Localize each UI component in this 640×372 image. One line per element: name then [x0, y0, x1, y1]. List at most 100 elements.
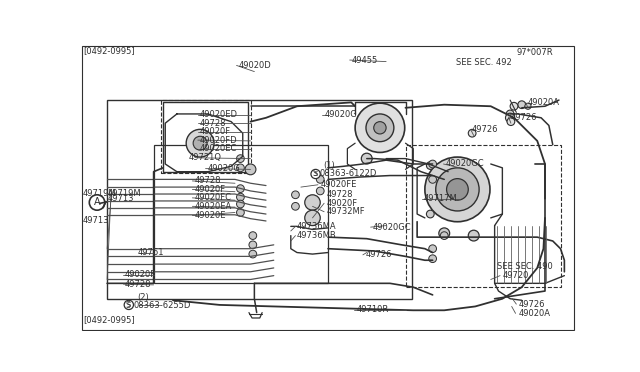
Bar — [154, 145, 328, 283]
Circle shape — [507, 118, 515, 125]
Text: 49020G: 49020G — [208, 164, 241, 173]
Text: 49713: 49713 — [83, 216, 109, 225]
Text: S: S — [312, 170, 317, 179]
Circle shape — [305, 210, 320, 225]
Circle shape — [193, 136, 207, 150]
Text: 49726: 49726 — [472, 125, 498, 134]
Circle shape — [292, 202, 300, 210]
Text: 49719M: 49719M — [83, 189, 116, 198]
Circle shape — [510, 102, 518, 110]
Circle shape — [439, 228, 450, 239]
Circle shape — [426, 162, 434, 169]
Text: S: S — [314, 171, 318, 177]
Circle shape — [518, 101, 525, 109]
Circle shape — [506, 113, 515, 122]
Text: 49761: 49761 — [138, 248, 164, 257]
Circle shape — [237, 185, 244, 192]
Circle shape — [362, 153, 372, 164]
Circle shape — [311, 169, 320, 179]
Circle shape — [237, 200, 244, 208]
Text: [0492-0995]: [0492-0995] — [83, 315, 135, 324]
Text: 49020FC: 49020FC — [195, 193, 232, 202]
Circle shape — [429, 176, 436, 183]
Circle shape — [425, 157, 490, 222]
Circle shape — [124, 300, 134, 310]
Circle shape — [366, 114, 394, 142]
Text: S: S — [125, 301, 131, 310]
Text: 08363-6255D: 08363-6255D — [134, 301, 191, 310]
Text: 49720: 49720 — [502, 271, 529, 280]
Circle shape — [506, 110, 514, 118]
Circle shape — [249, 250, 257, 258]
Circle shape — [429, 255, 436, 263]
Text: 49726: 49726 — [511, 112, 538, 122]
Bar — [406, 145, 561, 287]
Text: 49020F: 49020F — [326, 199, 358, 208]
Circle shape — [245, 164, 256, 175]
Text: 49710R: 49710R — [356, 305, 389, 314]
Circle shape — [440, 232, 448, 240]
Circle shape — [468, 129, 476, 137]
Circle shape — [237, 164, 244, 172]
Text: 49020GC: 49020GC — [446, 160, 484, 169]
Text: [0492-0995]: [0492-0995] — [83, 46, 135, 55]
Circle shape — [447, 179, 468, 200]
Text: (2): (2) — [138, 293, 149, 302]
Circle shape — [468, 230, 479, 241]
Text: 49020D: 49020D — [239, 61, 271, 70]
Text: 49728: 49728 — [125, 280, 152, 289]
Text: 49728: 49728 — [195, 176, 221, 185]
Text: 49726: 49726 — [365, 250, 392, 259]
Text: 49020FE: 49020FE — [320, 180, 356, 189]
Circle shape — [249, 241, 257, 249]
Circle shape — [237, 193, 244, 201]
Circle shape — [426, 210, 434, 218]
Text: 49020EC: 49020EC — [200, 144, 237, 153]
Bar — [161, 100, 250, 173]
Circle shape — [429, 245, 436, 253]
Text: 49020ED: 49020ED — [200, 110, 238, 119]
Text: SEE SEC. 492: SEE SEC. 492 — [456, 58, 511, 67]
Text: 49726: 49726 — [518, 299, 545, 309]
Bar — [107, 100, 412, 299]
Circle shape — [249, 232, 257, 240]
Text: A: A — [93, 198, 100, 208]
Circle shape — [525, 103, 531, 109]
Text: 49728: 49728 — [200, 119, 227, 128]
Text: 49020A: 49020A — [528, 98, 560, 107]
Text: 49728: 49728 — [326, 190, 353, 199]
Text: 49732MF: 49732MF — [326, 207, 365, 216]
Circle shape — [429, 160, 436, 168]
Circle shape — [237, 155, 244, 163]
Circle shape — [292, 191, 300, 199]
Text: SEE SEC. 490: SEE SEC. 490 — [497, 262, 553, 271]
Text: 08363-6122D: 08363-6122D — [319, 170, 377, 179]
Text: 97*007R: 97*007R — [516, 48, 553, 57]
Text: 49721Q: 49721Q — [189, 153, 221, 162]
Text: 49455: 49455 — [351, 55, 378, 64]
Circle shape — [374, 122, 386, 134]
Circle shape — [355, 103, 404, 153]
Text: S: S — [127, 302, 131, 308]
Text: 49020A: 49020A — [518, 309, 550, 318]
Text: 49020GC: 49020GC — [373, 222, 412, 232]
Text: 49020F: 49020F — [125, 270, 156, 279]
Text: 49713: 49713 — [108, 194, 134, 203]
Circle shape — [436, 168, 479, 211]
Circle shape — [316, 176, 324, 183]
Text: 49736MB: 49736MB — [297, 231, 337, 240]
Text: 49020G: 49020G — [325, 110, 358, 119]
Circle shape — [305, 195, 320, 210]
Circle shape — [316, 187, 324, 195]
Text: 49020EA: 49020EA — [195, 202, 232, 211]
Circle shape — [186, 129, 214, 157]
Text: (1): (1) — [323, 161, 335, 170]
Bar — [163, 102, 248, 172]
Text: 49717M: 49717M — [424, 194, 458, 203]
Text: 49020F: 49020F — [195, 185, 226, 194]
Text: 49020E: 49020E — [195, 211, 226, 220]
Circle shape — [237, 209, 244, 217]
Text: 49020F: 49020F — [200, 127, 231, 136]
Text: 49719M: 49719M — [108, 189, 141, 198]
Text: 49736MA: 49736MA — [297, 222, 337, 231]
